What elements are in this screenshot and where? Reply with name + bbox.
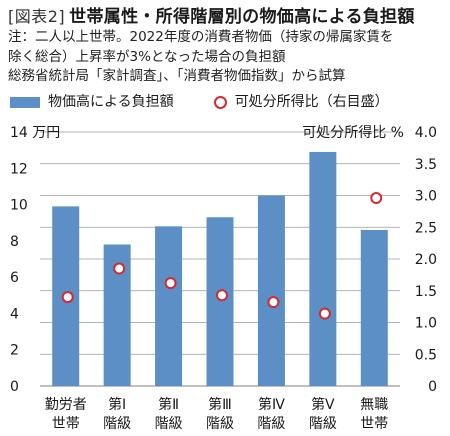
bar: [360, 229, 388, 386]
left-tick-label: 10: [10, 198, 28, 214]
category-label: 階級: [155, 416, 183, 432]
right-tick-label: 3.5: [415, 157, 437, 173]
category-label: 階級: [309, 416, 337, 432]
category-label: 階級: [206, 416, 234, 432]
left-axis-title: 14 万円: [10, 125, 60, 141]
left-tick-label: 2: [10, 343, 19, 359]
left-tick-label: 6: [10, 270, 19, 286]
bar: [309, 151, 337, 386]
category-label: 第Ⅳ: [258, 396, 285, 413]
right-tick-label: 0: [428, 379, 437, 395]
left-tick-label: 4: [10, 306, 19, 322]
right-tick-label: 3.0: [415, 189, 437, 205]
ratio-marker: [216, 289, 228, 302]
right-tick-label: 1.0: [415, 316, 437, 332]
bar: [155, 226, 183, 386]
right-tick-label: 0.5: [415, 347, 437, 363]
category-label: 第Ⅰ: [108, 396, 126, 413]
category-label: 勤労者: [45, 397, 87, 413]
ratio-marker: [267, 296, 280, 309]
legend-bar-swatch: [10, 96, 40, 108]
left-tick-label: 0: [10, 379, 19, 395]
category-label: 階級: [103, 416, 131, 432]
left-tick-label: 8: [10, 234, 19, 250]
category-label: 第Ⅱ: [158, 396, 179, 413]
category-label: 第Ⅴ: [311, 396, 335, 413]
ratio-marker: [113, 262, 126, 275]
bar: [206, 217, 234, 386]
right-tick-label: 2.5: [415, 220, 437, 236]
title-line: [図表2] 世帯属性・所得階層別の物価高による負担額: [8, 6, 444, 28]
legend-circle-label: 可処分所得比（右目盛）: [234, 94, 389, 110]
ratio-marker: [61, 291, 74, 304]
ratio-marker: [318, 307, 331, 320]
note-line-1: 注：二人以上世帯。2022年度の消費者物価（持家の帰属家賃を: [8, 29, 394, 45]
chart-title: 世帯属性・所得階層別の物価高による負担額: [69, 7, 415, 27]
chart-header: [図表2] 世帯属性・所得階層別の物価高による負担額 注：二人以上世帯。2022…: [8, 6, 444, 87]
category-label: 無職: [360, 397, 388, 413]
bar: [257, 195, 285, 386]
right-tick-label: 4.0: [415, 125, 437, 141]
right-tick-label: 1.5: [415, 284, 437, 300]
note-line-3: 総務省統計局「家計調査」、「消費者物価指数」から試算: [8, 68, 346, 84]
ratio-marker: [370, 192, 383, 205]
category-label: 階級: [257, 416, 285, 432]
right-axis-title: 可処分所得比 %: [302, 124, 404, 141]
category-label: 世帯: [360, 416, 388, 432]
category-label: 第Ⅲ: [208, 396, 232, 413]
legend-circle-swatch: [213, 95, 227, 109]
category-label: 世帯: [52, 416, 80, 432]
left-tick-label: 12: [10, 161, 28, 177]
legend-bar-label: 物価高による負担額: [48, 94, 174, 110]
right-tick-label: 2.0: [415, 252, 437, 268]
figure-label: [図表2]: [8, 7, 66, 26]
chart-legend: 物価高による負担額 可処分所得比（右目盛）: [10, 93, 389, 111]
note-line-2: 除く総合）上昇率が3%となった場合の負担額: [8, 48, 286, 65]
ratio-marker: [164, 277, 177, 290]
